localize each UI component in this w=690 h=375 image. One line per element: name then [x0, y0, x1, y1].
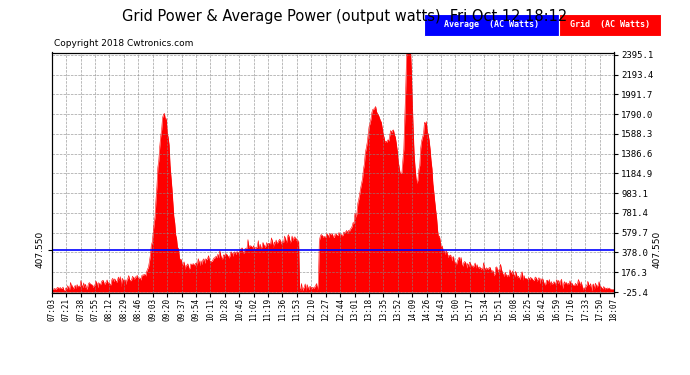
Text: Grid Power & Average Power (output watts)  Fri Oct 12 18:12: Grid Power & Average Power (output watts… [122, 9, 568, 24]
Text: Copyright 2018 Cwtronics.com: Copyright 2018 Cwtronics.com [54, 39, 193, 48]
Text: Average  (AC Watts): Average (AC Watts) [444, 20, 539, 29]
Text: 407.550: 407.550 [653, 231, 662, 268]
Text: Grid  (AC Watts): Grid (AC Watts) [570, 20, 650, 29]
